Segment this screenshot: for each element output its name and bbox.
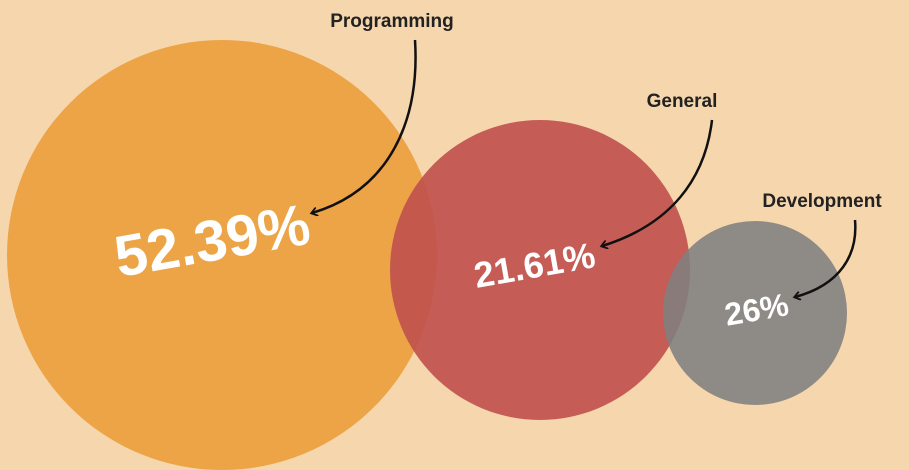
bubble [390,120,690,420]
category-label: General [647,91,718,112]
category-label: Development [762,191,882,212]
bubble [7,40,437,470]
arrow [602,119,714,246]
arrow [795,219,857,297]
bubble [663,221,847,405]
category-label: Programming [330,11,454,32]
arrow [312,39,417,213]
